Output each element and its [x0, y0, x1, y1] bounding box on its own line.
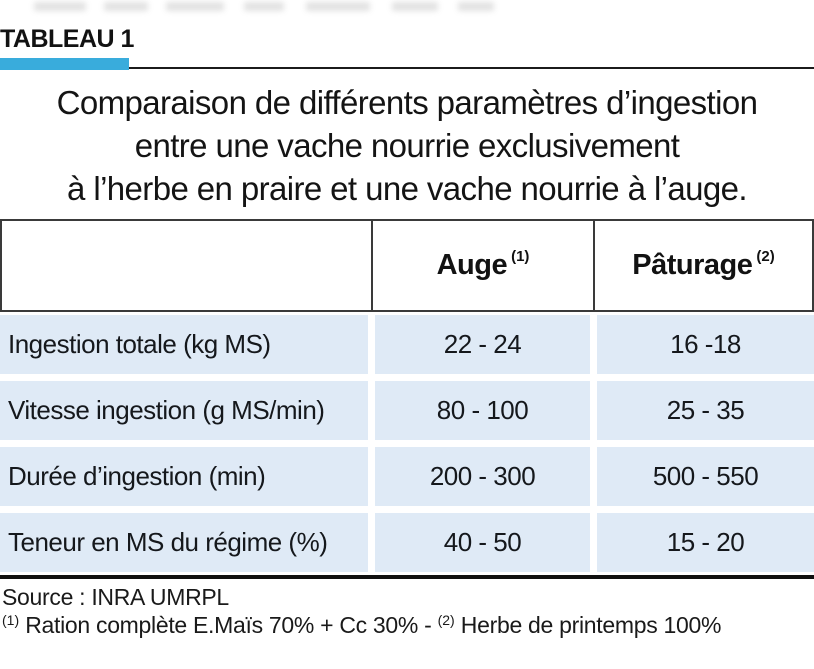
title-line-3: à l’herbe en praire et une vache nourrie… — [67, 170, 748, 207]
data-table: Auge (1) Pâturage (2) Ingestion totale (… — [0, 219, 814, 579]
horizontal-rule — [129, 67, 814, 69]
table-row: Teneur en MS du régime (%) 40 - 50 15 - … — [0, 513, 814, 572]
accent-underline-bar — [0, 58, 129, 70]
table-body: Ingestion totale (kg MS) 22 - 24 16 -18 … — [0, 315, 814, 572]
footnote-marker-2: (2) — [437, 612, 455, 628]
paturage-value: 15 - 20 — [597, 513, 814, 572]
row-label: Durée d’ingestion (min) — [0, 447, 368, 506]
source-line: Source : INRA UMRPL — [2, 584, 229, 610]
paturage-value: 25 - 35 — [597, 381, 814, 440]
row-label: Ingestion totale (kg MS) — [0, 315, 368, 374]
footnote-line: (1) Ration complète E.Maïs 70% + Cc 30% … — [2, 612, 721, 639]
footnote-text-2: Herbe de printemps 100% — [454, 612, 722, 638]
row-label: Teneur en MS du régime (%) — [0, 513, 368, 572]
table-kicker: TABLEAU 1 — [0, 25, 134, 53]
scan-artifact — [392, 2, 438, 11]
scan-artifact — [458, 2, 494, 11]
table-title: Comparaison de différents paramètres d’i… — [0, 81, 814, 210]
footnote-ref-2: (2) — [756, 248, 775, 265]
header-label-auge: Auge — [436, 249, 508, 281]
auge-value: 80 - 100 — [375, 381, 590, 440]
table-header-row: Auge (1) Pâturage (2) — [0, 219, 814, 312]
table-row: Durée d’ingestion (min) 200 - 300 500 - … — [0, 447, 814, 506]
auge-value: 40 - 50 — [375, 513, 590, 572]
scan-artifact — [244, 2, 284, 11]
footnote-text-1: Ration complète E.Maïs 70% + Cc 30% - — [19, 612, 438, 638]
header-cell-paturage: Pâturage (2) — [593, 221, 812, 310]
header-cell-auge: Auge (1) — [371, 221, 593, 310]
scan-artifact — [34, 2, 86, 11]
title-line-1: Comparaison de différents paramètres d’i… — [56, 84, 758, 121]
scan-artifact — [104, 2, 148, 11]
scan-artifact — [306, 2, 370, 11]
footnote-ref-1: (1) — [511, 248, 530, 265]
scan-artifact — [166, 2, 224, 11]
paturage-value: 500 - 550 — [597, 447, 814, 506]
footnote-marker-1: (1) — [2, 612, 20, 628]
auge-value: 200 - 300 — [375, 447, 590, 506]
row-label: Vitesse ingestion (g MS/min) — [0, 381, 368, 440]
header-cell-blank — [2, 221, 371, 310]
table-row: Ingestion totale (kg MS) 22 - 24 16 -18 — [0, 315, 814, 374]
title-line-2: entre une vache nourrie exclusivement — [134, 127, 680, 164]
paturage-value: 16 -18 — [597, 315, 814, 374]
header-label-paturage: Pâturage — [632, 249, 753, 281]
auge-value: 22 - 24 — [375, 315, 590, 374]
table-row: Vitesse ingestion (g MS/min) 80 - 100 25… — [0, 381, 814, 440]
table-bottom-rule — [0, 575, 814, 579]
